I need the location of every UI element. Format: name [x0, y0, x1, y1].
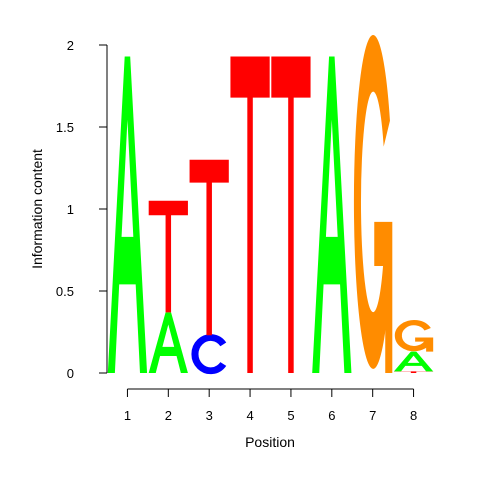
logo-letter-t-pos-4 [230, 56, 269, 373]
logo-letter-t-pos-5 [271, 56, 310, 373]
x-tick-label: 4 [246, 408, 253, 423]
y-axis-ticks: 0 0.5 1 1.5 2 [56, 38, 107, 381]
x-tick-label: 1 [124, 408, 131, 423]
y-tick-label: 1.5 [56, 120, 74, 135]
logo-letter-a-pos-2 [149, 312, 188, 373]
y-tick-label: 0 [67, 366, 74, 381]
y-tick-label: 0.5 [56, 284, 74, 299]
logo-letter-a-pos-8 [394, 352, 433, 372]
logo-letter-t-pos-3 [190, 160, 229, 335]
x-tick-label: 7 [369, 408, 376, 423]
x-axis-title: Position [245, 434, 295, 450]
logo-letter-t-pos-2 [149, 201, 188, 313]
x-tick-label: 5 [287, 408, 294, 423]
x-axis-ticks: 1 2 3 4 5 6 7 8 [124, 389, 417, 423]
x-tick-label: 6 [328, 408, 335, 423]
logo-letter-a-pos-1 [108, 56, 147, 373]
logo-letters [108, 56, 433, 373]
y-axis-title: Information content [29, 149, 45, 269]
logo-letter-g-pos-8 [398, 323, 433, 352]
y-tick-label: 1 [67, 202, 74, 217]
logo-letter-t-pos-8 [394, 371, 433, 373]
x-tick-label: 2 [165, 408, 172, 423]
x-tick-label: 8 [410, 408, 417, 423]
logo-letter-c-pos-3 [195, 338, 223, 371]
y-tick-label: 2 [67, 38, 74, 53]
logo-letter-g-pos-7 [357, 63, 392, 373]
x-tick-label: 3 [206, 408, 213, 423]
logo-letter-a-pos-6 [312, 56, 351, 373]
